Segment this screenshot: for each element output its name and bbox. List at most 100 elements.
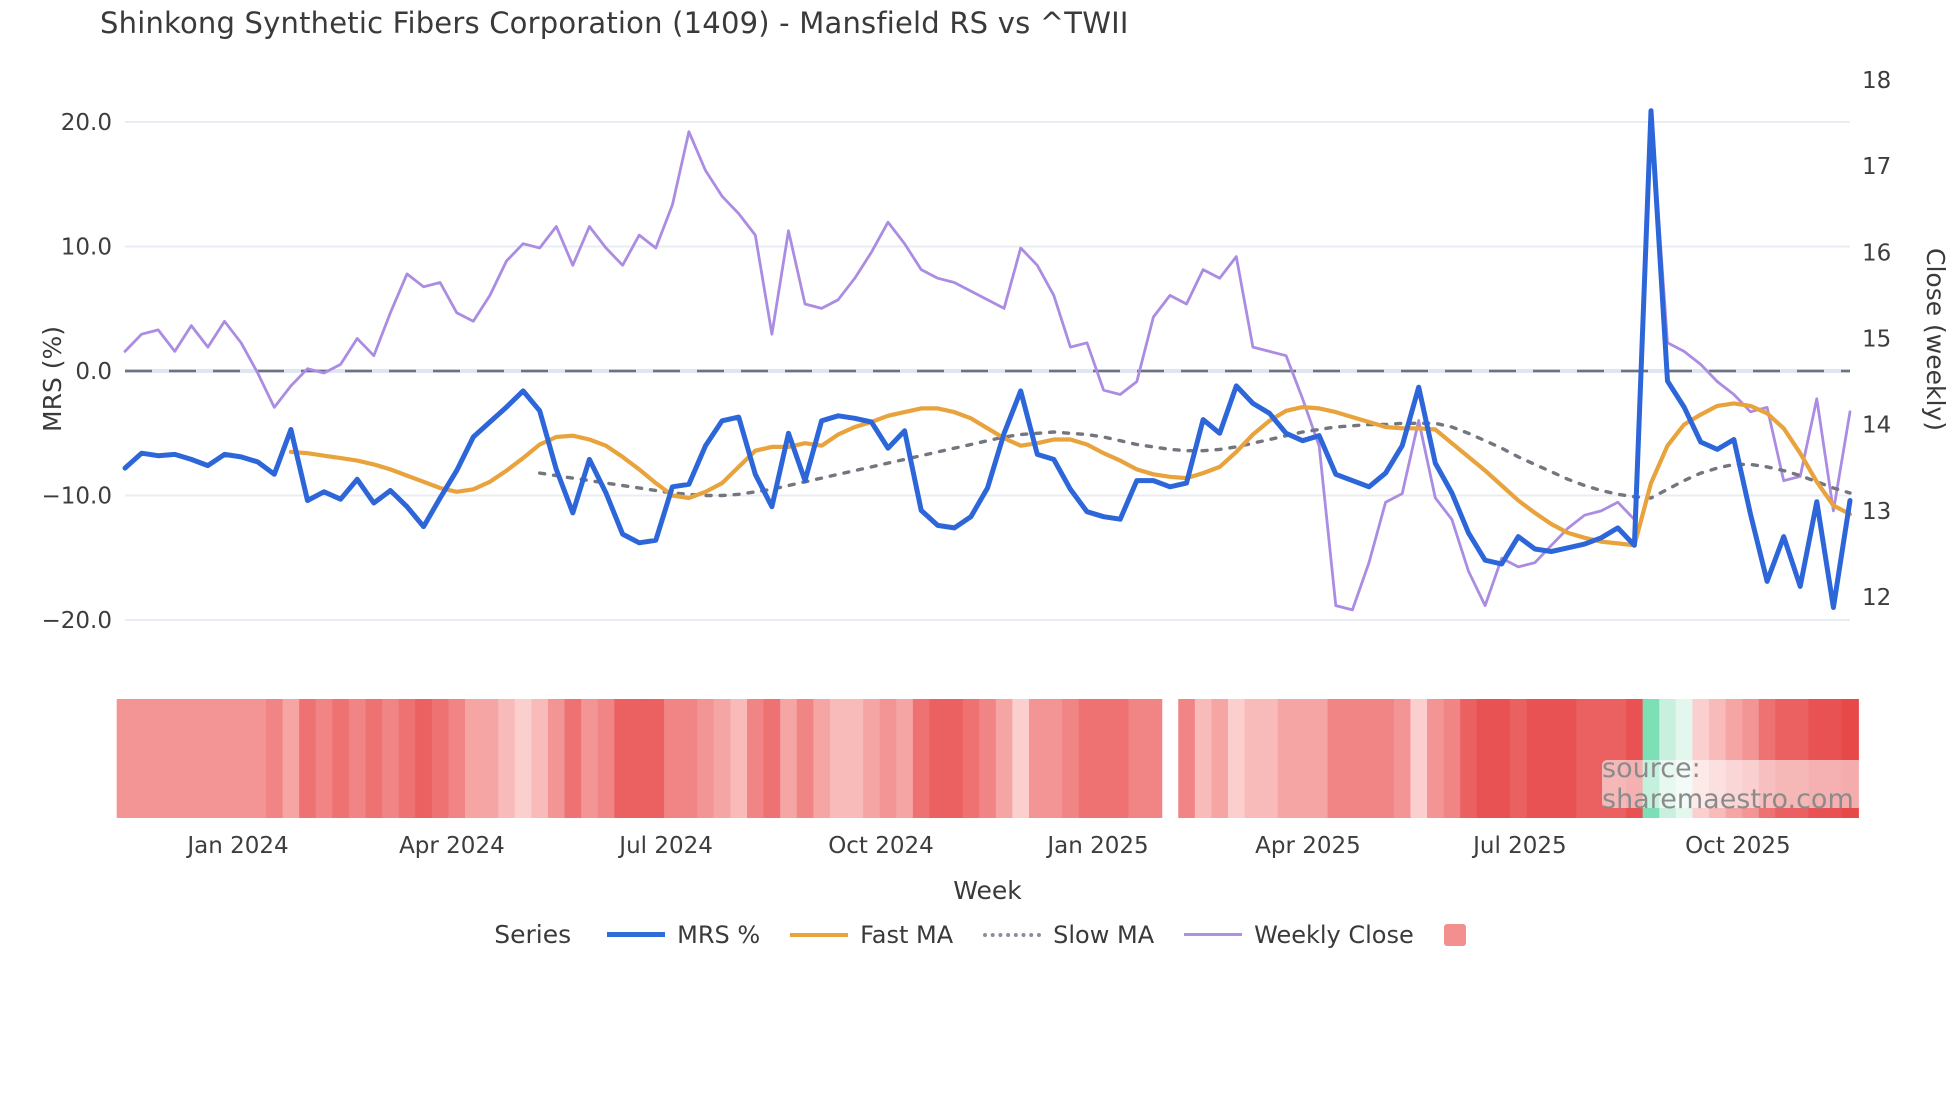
heatmap-cell <box>1194 699 1213 818</box>
heatmap-cell <box>1078 699 1096 818</box>
heatmap-cell <box>813 699 831 818</box>
legend-title: Series <box>494 920 572 949</box>
heatmap-cell <box>465 699 483 818</box>
right-y-tick-label: 12 <box>1862 585 1891 611</box>
heatmap-cell <box>1111 699 1130 818</box>
legend-item-label: MRS % <box>677 920 761 949</box>
left-y-tick-label: −20.0 <box>42 608 112 634</box>
heatmap-cell <box>946 699 964 818</box>
heatmap-cell <box>365 699 383 818</box>
heatmap-cell <box>1476 699 1494 818</box>
heatmap-cell <box>912 699 931 818</box>
heatmap-cell <box>348 699 367 818</box>
heatmap-cell <box>564 699 582 818</box>
heatmap-cell <box>1310 699 1329 818</box>
x-tick-label: Oct 2025 <box>1685 833 1791 859</box>
legend-item-fast-ma[interactable]: Fast MA <box>790 921 953 949</box>
right-y-tick-label: 14 <box>1862 413 1891 439</box>
heatmap-cell <box>780 699 798 818</box>
heatmap-cell <box>398 699 416 818</box>
heatmap-cell <box>1012 699 1030 818</box>
heatmap-cell <box>1493 699 1511 818</box>
heatmap-cell <box>829 699 848 818</box>
heatmap-cell <box>630 699 649 818</box>
legend-item-mrs-[interactable]: MRS % <box>607 921 760 949</box>
left-y-tick-label: 20.0 <box>61 110 112 136</box>
x-tick-label: Jan 2024 <box>185 833 288 859</box>
heatmap-cell <box>697 699 715 818</box>
heatmap-cell <box>962 699 980 818</box>
heatmap-cell <box>216 699 234 818</box>
heatmap-cell <box>1393 699 1412 818</box>
x-axis-title: Week <box>953 876 1022 905</box>
source-watermark-text: source: sharemaestro.com <box>1602 753 1854 815</box>
source-watermark: source: sharemaestro.com <box>1602 753 1948 815</box>
right-y-tick-label: 13 <box>1862 499 1891 525</box>
left-y-tick-label: −10.0 <box>42 484 112 510</box>
heatmap-cell <box>199 699 217 818</box>
x-tick-label: Jul 2024 <box>617 833 713 859</box>
heatmap-cell <box>149 699 168 818</box>
heatmap-cell <box>1128 699 1146 818</box>
x-tick-label: Oct 2024 <box>828 833 934 859</box>
heatmap-cell <box>249 699 267 818</box>
x-tick-label: Apr 2025 <box>1255 833 1361 859</box>
heatmap-cell <box>332 699 350 818</box>
heatmap-cell <box>746 699 765 818</box>
heatmap-cell <box>1178 699 1196 818</box>
legend-swatch-line <box>983 932 1042 937</box>
heatmap-cell <box>1327 699 1345 818</box>
heatmap-cell <box>315 699 333 818</box>
heatmap-cell <box>1244 699 1262 818</box>
legend-item-weekly-close[interactable]: Weekly Close <box>1184 921 1414 949</box>
x-tick-label: Apr 2024 <box>399 833 505 859</box>
heatmap-cell <box>514 699 532 818</box>
heatmap-cell <box>597 699 615 818</box>
legend-item-label: Fast MA <box>860 920 954 949</box>
heatmap-cell <box>614 699 632 818</box>
heatmap-cell <box>1526 699 1544 818</box>
heatmap-cell <box>1294 699 1312 818</box>
heatmap-cell <box>763 699 781 818</box>
right-axis-title: Close (weekly) <box>1921 248 1950 431</box>
heatmap-cell <box>531 699 549 818</box>
heatmap-cell <box>1427 699 1445 818</box>
legend-swatch-line <box>607 932 666 937</box>
right-y-tick-label: 16 <box>1862 240 1891 266</box>
series-line-weekly-close <box>123 108 1852 612</box>
series-line-fast-ma <box>288 401 1853 548</box>
heatmap-cell <box>1261 699 1279 818</box>
heatmap-cell <box>382 699 400 818</box>
legend-item-slow-ma[interactable]: Slow MA <box>983 921 1154 949</box>
heatmap-cell <box>664 699 682 818</box>
heatmap-cell <box>133 699 151 818</box>
heatmap-cell <box>1509 699 1528 818</box>
heatmap-cell <box>1028 699 1047 818</box>
heatmap-cell <box>282 699 300 818</box>
heatmap-cell <box>265 699 284 818</box>
heatmap-cell <box>896 699 914 818</box>
heatmap-cell <box>1344 699 1362 818</box>
heatmap-cell <box>1045 699 1063 818</box>
heatmap-cell <box>680 699 698 818</box>
heatmap-cell <box>448 699 466 818</box>
heatmap-cell <box>581 699 599 818</box>
heatmap-cell <box>1145 699 1163 818</box>
legend: Series MRS % Fast MA Slow MA Weekly Close <box>0 920 1960 949</box>
right-y-tick-label: 15 <box>1862 327 1891 353</box>
heatmap-cell <box>796 699 814 818</box>
heatmap-cell <box>995 699 1013 818</box>
left-axis-title: MRS (%) <box>38 325 67 432</box>
heatmap-cell <box>1360 699 1378 818</box>
heatmap-cell <box>730 699 748 818</box>
legend-item-heatmap[interactable] <box>1443 923 1466 946</box>
heatmap-cell <box>166 699 184 818</box>
x-tick-label: Jan 2025 <box>1045 833 1148 859</box>
heatmap-cell <box>647 699 665 818</box>
heatmap-cell <box>929 699 947 818</box>
heatmap-cell <box>1576 699 1594 818</box>
heatmap-cell <box>1211 699 1229 818</box>
x-tick-label: Jul 2025 <box>1471 833 1567 859</box>
heatmap-cell <box>431 699 450 818</box>
heatmap-cell <box>1410 699 1428 818</box>
